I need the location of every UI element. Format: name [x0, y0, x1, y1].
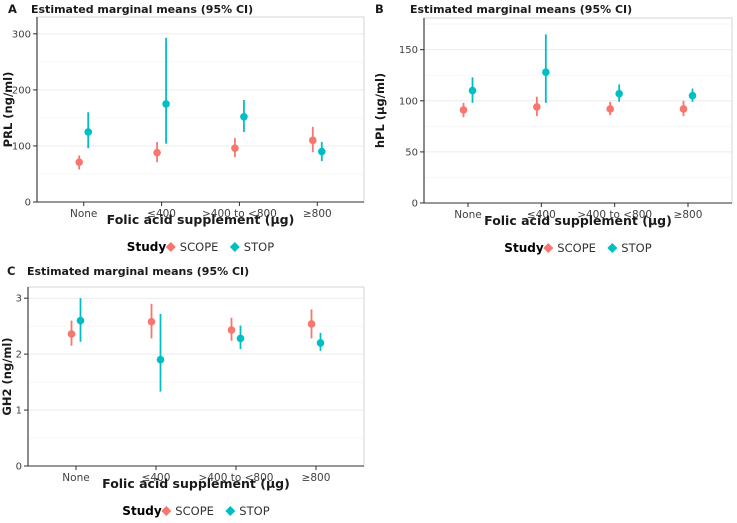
data-point-stop — [156, 355, 165, 364]
legend-title: Study — [127, 240, 167, 254]
x-tick-label: ≥800 — [303, 208, 332, 220]
y-tick-label: 50 — [405, 147, 418, 158]
legend-diamond-icon — [607, 243, 618, 253]
legend-label: STOP — [621, 241, 651, 255]
data-point-stop — [84, 128, 93, 136]
y-tick-label: 100 — [399, 96, 418, 107]
plot-area — [28, 287, 364, 466]
y-tick-label: 0 — [16, 462, 22, 473]
y-tick-label: 0 — [25, 198, 31, 209]
legend-label: SCOPE — [557, 241, 596, 255]
y-tick-label: 200 — [12, 85, 31, 96]
y-tick-label: 1 — [16, 406, 22, 417]
data-point-stop — [468, 86, 477, 95]
data-point-stop — [688, 91, 697, 100]
legend: Study SCOPE STOP — [122, 504, 269, 518]
x-tick-label: None — [454, 209, 481, 221]
data-point-scope — [67, 330, 76, 338]
chart-title: Estimated marginal means (95% CI) — [410, 3, 632, 16]
data-point-scope — [147, 317, 156, 326]
legend-label: STOP — [244, 240, 274, 254]
chart-title: Estimated marginal means (95% CI) — [31, 3, 253, 16]
data-point-scope — [75, 158, 84, 166]
legend-diamond-icon — [543, 243, 554, 253]
data-point-scope — [307, 320, 316, 328]
panel-letter: B — [375, 2, 384, 16]
data-point-stop — [76, 316, 85, 325]
y-tick-label: 300 — [12, 29, 31, 40]
legend-diamond-icon — [165, 242, 176, 252]
x-tick-label: None — [62, 472, 89, 484]
x-tick-label: >400 to <800 — [577, 209, 652, 221]
legend: Study SCOPE STOP — [127, 240, 274, 254]
chart-title: Estimated marginal means (95% CI) — [27, 265, 249, 278]
panel-b: 0 50 100 150 None ≤400 >400 to <800 ≥800 B Estima… — [369, 0, 737, 262]
x-tick-label: ≥800 — [674, 209, 703, 221]
legend-diamond-icon — [229, 242, 240, 252]
panel-letter: C — [7, 264, 15, 278]
y-tick-label: 3 — [16, 294, 22, 305]
panel-c: 0 1 2 3 None ≤400 >400 to <800 ≥800 C Estimated m… — [0, 262, 369, 523]
data-point-scope — [227, 326, 236, 334]
data-point-scope — [533, 103, 541, 111]
empty-cell — [369, 262, 737, 523]
x-tick-label: None — [70, 208, 97, 220]
panel-a: 0 100 200 300 None ≤400 >400 to <800 ≥800 A Estim… — [0, 0, 369, 262]
x-tick-label: ≤400 — [147, 208, 176, 220]
x-tick-label: >400 to <800 — [202, 208, 277, 220]
axis-title-x: Folic acid supplement (μg) — [484, 213, 672, 228]
data-point-scope — [459, 106, 468, 114]
y-tick-label: 100 — [12, 141, 31, 152]
data-point-stop — [615, 89, 623, 98]
axis-title-x: Folic acid supplement (μg) — [107, 212, 295, 227]
plot-area — [37, 17, 364, 202]
data-point-stop — [317, 147, 326, 156]
axis-title-y: GH2 (ng/ml) — [0, 337, 14, 415]
x-tick-label: ≥800 — [302, 472, 331, 484]
y-tick-label: 0 — [412, 199, 418, 210]
x-tick-label: >400 to <800 — [199, 472, 274, 484]
axis-title-y: hPL (μg/ml) — [373, 73, 387, 148]
data-point-stop — [240, 112, 248, 121]
x-tick-label: ≤400 — [142, 472, 171, 484]
data-point-scope — [231, 144, 239, 152]
data-point-scope — [679, 105, 688, 113]
legend-label: STOP — [239, 504, 269, 518]
legend-title: Study — [504, 241, 544, 255]
panel-letter: A — [8, 2, 17, 16]
axis-title-x: Folic acid supplement (μg) — [102, 476, 290, 491]
legend-diamond-icon — [161, 506, 172, 516]
panel-a-chart: 0 100 200 300 None ≤400 >400 to <800 ≥800 A Estim… — [1, 2, 365, 254]
legend: Study SCOPE STOP — [504, 241, 651, 255]
data-point-scope — [153, 148, 161, 157]
y-tick-label: 150 — [399, 45, 418, 56]
data-point-stop — [542, 68, 550, 76]
legend-label: SCOPE — [175, 504, 214, 518]
x-tick-label: ≤400 — [527, 209, 556, 221]
legend-title: Study — [122, 504, 162, 518]
legend-label: SCOPE — [180, 240, 219, 254]
panel-c-chart: 0 1 2 3 None ≤400 >400 to <800 ≥800 C Estimated m… — [0, 264, 365, 518]
data-point-stop — [162, 100, 170, 108]
axis-title-y: PRL (ng/ml) — [1, 72, 15, 148]
data-point-scope — [308, 136, 317, 145]
panel-b-chart: 0 50 100 150 None ≤400 >400 to <800 ≥800 B Estima… — [373, 2, 733, 255]
legend-diamond-icon — [225, 506, 236, 516]
data-point-stop — [316, 339, 325, 347]
y-tick-label: 2 — [16, 350, 22, 361]
data-point-stop — [236, 334, 245, 343]
data-point-scope — [606, 105, 614, 113]
